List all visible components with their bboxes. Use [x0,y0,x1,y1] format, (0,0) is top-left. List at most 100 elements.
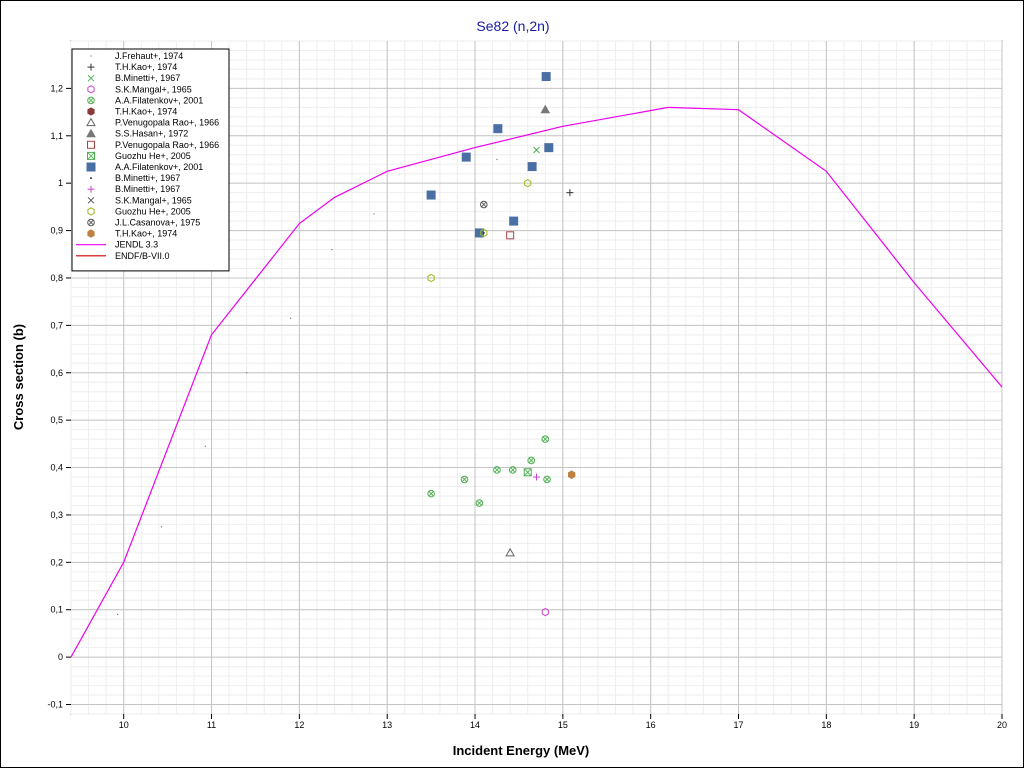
data-points [116,72,576,617]
y-tick-label: 1 [58,178,63,188]
x-tick-label: 11 [207,720,216,730]
data-point-s0-7 [496,158,498,161]
legend-label-8: P.Venugopala Rao+, 1966 [115,140,219,150]
legend-label-7: S.S.Hasan+, 1972 [115,129,188,139]
legend-label-6: P.Venugopala Rao+, 1966 [115,118,219,128]
legend-label-2: B.Minetti+, 1967 [115,73,180,83]
x-tick-label: 19 [909,720,919,730]
x-axis-label: Incident Energy (MeV) [453,743,590,758]
x-tick-label: 15 [558,720,568,730]
data-point-s4-7 [541,435,550,443]
legend-marker-15-ring [87,218,95,227]
legend-marker-2-b [87,74,95,82]
legend-marker-12 [87,185,95,193]
data-point-s4-3-ring [493,466,501,474]
x-tick-label: 10 [119,720,129,730]
data-point-s4-6-b [544,476,550,482]
data-point-s4-4-b [510,467,516,473]
data-point-s4-3 [493,466,501,474]
legend-marker-7 [86,128,96,138]
data-point-s0-3 [246,372,248,374]
data-point-s2-0-b [533,146,540,154]
y-tick-label: 0,4 [50,463,63,473]
x-tick-label: 12 [294,720,304,730]
legend-marker-4-ring [87,96,95,105]
data-point-s4-0-b [428,491,434,497]
y-tick-label: 1,1 [50,131,63,141]
data-point-s10-3 [493,124,503,134]
evaluation-lines [70,106,1003,658]
data-point-s4-7-b [542,436,548,442]
data-point-s4-1-b [461,476,467,482]
data-point-s4-3-b [494,467,500,473]
data-point-s0-6 [373,213,375,215]
data-point-s4-2-b [476,500,482,506]
legend-marker-1 [87,63,95,71]
data-point-s0-5 [331,248,333,251]
x-tick-label: 13 [382,720,392,730]
legend-marker-11 [90,177,92,180]
data-point-s10-1 [461,152,471,162]
data-point-s4-5-b [528,457,534,463]
legend-marker-3 [87,85,95,94]
y-tick-label: 0,7 [50,320,63,330]
legend-marker-9-b [87,152,95,160]
data-point-s15-0-b [481,201,487,208]
y-tick-label: 0,2 [50,557,63,567]
data-point-s10-0 [426,190,436,200]
y-tick-label: 0 [58,652,63,662]
legend-marker-16 [87,229,95,238]
legend-marker-13-b [87,196,95,204]
data-point-s4-6-ring [543,475,551,484]
data-point-s4-0 [427,489,435,498]
data-point-s4-4 [508,466,517,474]
data-point-s16-0 [568,470,576,479]
legend-label-12: B.Minetti+, 1967 [115,184,180,194]
data-point-s0-4 [289,317,292,319]
data-point-s14-0 [427,273,435,283]
legend-line-label-1: ENDF/B-VII.0 [115,251,170,261]
legend-marker-14 [87,207,95,216]
legend-label-4: A.A.Filatenkov+, 2001 [115,95,203,105]
data-point-s6-0 [505,547,516,557]
legend-marker-6 [86,117,96,127]
y-axis-label: Cross section (b) [11,324,26,430]
legend-label-10: A.A.Filatenkov+, 2001 [115,162,203,172]
data-point-s0-2 [204,445,206,447]
data-point-s4-0-ring [427,489,435,498]
data-point-s4-6 [543,475,551,484]
data-point-s4-2 [475,499,484,507]
data-point-s9-0-b [523,468,532,477]
data-point-s0-1 [160,526,163,528]
data-point-s7-0 [540,104,551,114]
data-point-s10-4 [509,216,519,226]
y-tick-label: 0,1 [50,605,63,615]
legend-marker-9 [87,151,95,160]
series-line-0 [70,106,1003,658]
legend-marker-10 [86,162,96,172]
data-point-s10-7 [544,143,554,153]
x-tick-label: 14 [470,720,480,730]
data-point-s11-0 [482,231,485,234]
data-point-s3-0 [541,607,549,617]
data-point-s15-0 [480,200,488,209]
data-point-s10-2 [474,228,484,238]
data-point-s2-0 [533,146,540,154]
legend-label-16: T.H.Kao+, 1974 [115,229,177,239]
legend-label-11: B.Minetti+, 1967 [115,173,180,183]
y-tick-label: -0,1 [47,700,63,710]
data-point-s14-2 [480,228,488,238]
data-point-s8-0 [506,231,515,240]
data-point-s12-0 [533,473,540,481]
legend-label-3: S.K.Mangal+, 1965 [115,84,192,94]
data-point-s4-5 [527,456,536,465]
data-point-s4-1-ring [460,475,469,484]
data-point-s10-6 [541,72,551,82]
data-point-s4-1 [460,475,469,484]
legend-label-15: J.L.Casanova+, 1975 [115,218,200,228]
legend-label-14: Guozhu He+, 2005 [115,206,191,216]
y-tick-label: 1,2 [50,83,63,93]
legend-marker-9-box [87,151,95,160]
legend-marker-0 [90,55,92,57]
